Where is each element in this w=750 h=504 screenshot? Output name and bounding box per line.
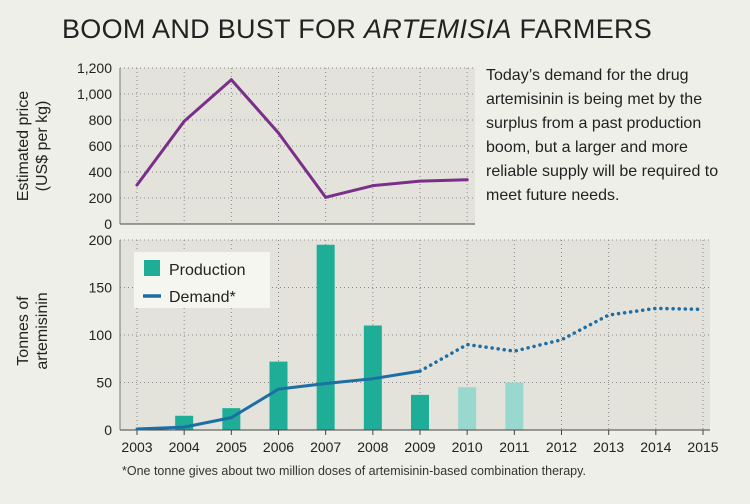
price-point bbox=[135, 183, 139, 187]
tonnes-tick-label: 150 bbox=[89, 280, 113, 296]
price-y-axis-label: Estimated price (US$ per kg) bbox=[15, 91, 51, 201]
x-tick-label: 2010 bbox=[452, 439, 483, 455]
price-tick-label: 1,200 bbox=[77, 60, 112, 76]
footnote: *One tonne gives about two million doses… bbox=[122, 464, 586, 478]
price-tick-label: 600 bbox=[89, 138, 113, 154]
x-tick-label: 2003 bbox=[121, 439, 152, 455]
price-tick-label: 200 bbox=[89, 190, 113, 206]
x-tick-label: 2012 bbox=[546, 439, 577, 455]
annotation-text: Today’s demand for the drug artemisinin … bbox=[486, 67, 719, 204]
price-tick-label: 1,000 bbox=[77, 86, 112, 102]
production-bar bbox=[505, 382, 524, 430]
title-text-end: FARMERS bbox=[511, 14, 653, 44]
price-tick-label: 800 bbox=[89, 112, 113, 128]
price-point bbox=[324, 195, 328, 199]
legend-production-swatch bbox=[144, 260, 160, 276]
x-tick-label: 2007 bbox=[310, 439, 341, 455]
price-panel: 0 200 400 600 800 1,000 1,200 Estimated price (U… bbox=[15, 60, 475, 232]
tonnes-panel: 0 50 100 150 200 2003 2004 2005 2006 2007 2008 2009… bbox=[15, 232, 719, 455]
legend-production-label: Production bbox=[169, 262, 246, 279]
price-tick-label: 400 bbox=[89, 164, 113, 180]
demand-projection-line bbox=[418, 306, 705, 373]
x-tick-label: 2014 bbox=[640, 439, 671, 455]
x-tick-label: 2004 bbox=[169, 439, 200, 455]
price-point bbox=[182, 119, 186, 123]
price-plot-background bbox=[120, 68, 475, 224]
tonnes-y-axis-label-line: artemisinin bbox=[34, 292, 51, 369]
price-y-axis-label-line: Estimated price bbox=[15, 91, 32, 201]
demand-line bbox=[135, 369, 422, 431]
tonnes-tick-label: 100 bbox=[89, 327, 113, 343]
chart-title: BOOM AND BUST FOR ARTEMISIA FARMERS bbox=[62, 14, 652, 45]
price-line bbox=[135, 78, 469, 199]
x-tick-label: 2009 bbox=[404, 439, 435, 455]
x-tick-label: 2006 bbox=[263, 439, 294, 455]
tonnes-tick-label: 200 bbox=[89, 232, 113, 248]
x-tick-label: 2013 bbox=[593, 439, 624, 455]
x-tick-label: 2005 bbox=[216, 439, 247, 455]
x-tick-label: 2015 bbox=[687, 439, 718, 455]
title-text-start: BOOM AND BUST FOR bbox=[62, 14, 364, 44]
price-tick-label: 0 bbox=[104, 216, 112, 232]
price-point bbox=[277, 131, 280, 135]
tonnes-y-axis-label-line: Tonnes of bbox=[15, 296, 32, 366]
production-bar bbox=[269, 361, 288, 430]
price-point bbox=[465, 178, 469, 182]
legend-demand-label: Demand* bbox=[169, 289, 236, 306]
price-point bbox=[229, 78, 233, 82]
legend: Production Demand* bbox=[134, 252, 270, 308]
price-point bbox=[418, 179, 422, 183]
production-bar bbox=[316, 244, 335, 430]
x-tick-label: 2008 bbox=[357, 439, 388, 455]
x-tick-label: 2011 bbox=[499, 439, 529, 455]
title-text-italic: ARTEMISIA bbox=[363, 14, 512, 44]
production-bar bbox=[458, 387, 477, 430]
tonnes-tick-label: 50 bbox=[96, 375, 112, 391]
price-y-axis-label-line: (US$ per kg) bbox=[34, 101, 51, 192]
tonnes-tick-label: 0 bbox=[104, 422, 112, 438]
tonnes-y-axis-label: Tonnes of artemisinin bbox=[15, 292, 51, 369]
production-bar bbox=[411, 394, 429, 430]
price-point bbox=[371, 184, 375, 188]
